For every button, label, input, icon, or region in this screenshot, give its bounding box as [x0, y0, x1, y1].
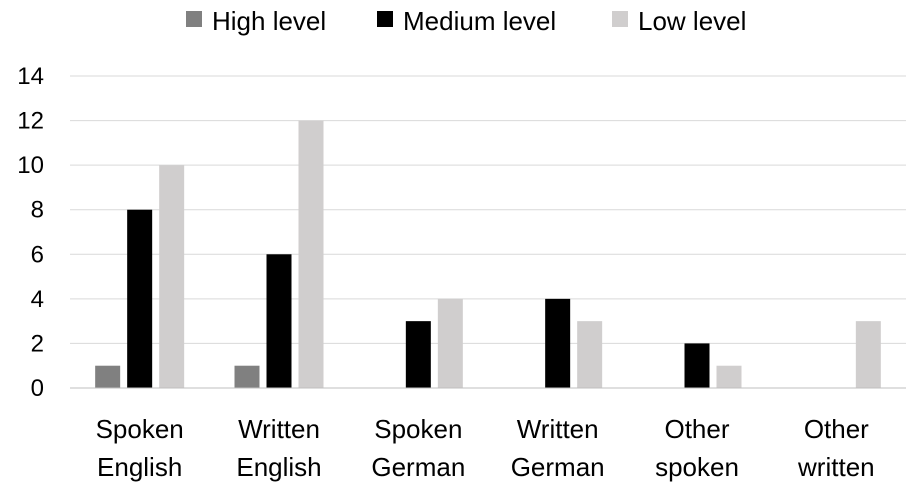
- x-category-label: German: [511, 452, 605, 482]
- y-tick-label: 10: [17, 152, 44, 179]
- x-category-label: German: [371, 452, 465, 482]
- bar-medium-level: [405, 321, 431, 388]
- bar-medium-level: [684, 343, 710, 388]
- bar-low-level: [159, 165, 185, 388]
- bar-low-level: [577, 321, 603, 388]
- bar-low-level: [437, 298, 463, 388]
- x-category-label: written: [797, 452, 875, 482]
- y-tick-label: 4: [31, 286, 44, 313]
- y-tick-label: 12: [17, 108, 44, 135]
- bar-high-level: [234, 365, 260, 388]
- x-category-label: Other: [664, 414, 729, 444]
- bar-low-level: [298, 120, 324, 389]
- y-tick-label: 0: [31, 375, 44, 402]
- y-tick-label: 2: [31, 330, 44, 357]
- legend: High level Medium level Low level: [186, 6, 746, 36]
- legend-label: Medium level: [403, 6, 556, 36]
- x-axis-labels: Spoken English Written English Spoken German W…: [96, 414, 875, 482]
- bar-high-level: [95, 365, 121, 388]
- x-category-label: Written: [517, 414, 599, 444]
- bar-low-level: [716, 365, 742, 388]
- x-category-label: English: [97, 452, 182, 482]
- legend-label: High level: [212, 6, 326, 36]
- bar-medium-level: [266, 254, 292, 388]
- legend-swatch: [186, 11, 202, 27]
- x-category-label: Other: [804, 414, 869, 444]
- legend-swatch: [612, 11, 628, 27]
- bar-medium-level: [127, 209, 153, 388]
- bars: [95, 120, 881, 389]
- legend-label: Low level: [638, 6, 746, 36]
- x-category-label: Written: [238, 414, 320, 444]
- gridlines: [70, 75, 906, 344]
- y-tick-label: 6: [31, 241, 44, 268]
- x-category-label: English: [236, 452, 321, 482]
- bar-low-level: [855, 321, 881, 388]
- x-category-label: Spoken: [96, 414, 184, 444]
- legend-swatch: [377, 11, 393, 27]
- bar-medium-level: [545, 298, 571, 388]
- x-category-label: Spoken: [374, 414, 462, 444]
- x-category-label: spoken: [655, 452, 739, 482]
- y-tick-label: 8: [31, 197, 44, 224]
- y-tick-label: 14: [17, 63, 44, 90]
- y-axis-ticks: 0 2 4 6 8 10 12 14: [17, 63, 44, 402]
